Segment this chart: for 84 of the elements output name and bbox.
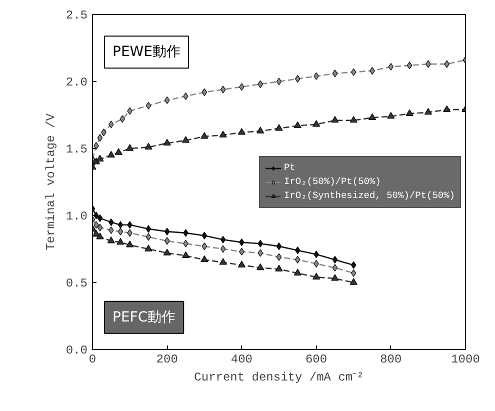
point [97,214,103,222]
point [163,248,171,256]
x-tick-label: 400 [230,352,253,366]
point [182,251,190,258]
point [118,221,124,229]
point [220,236,226,244]
point [331,116,339,123]
point [182,136,190,143]
point [276,253,282,261]
point [107,150,115,158]
point [118,228,124,236]
x-tick-label: 1000 [451,352,480,366]
x-tick-label: 600 [306,352,328,366]
point [332,256,338,264]
point [368,113,376,120]
y-tick-label: 2.5 [66,8,88,22]
x-tick-label: 0 [88,352,96,366]
point [164,228,170,236]
point [146,225,152,233]
point [276,242,282,250]
point [114,148,122,155]
point [275,124,283,131]
x-tick-label: 800 [380,352,402,366]
point [388,62,394,71]
point [238,128,246,135]
point [406,62,412,70]
point [144,244,152,252]
point [163,138,171,146]
point [146,233,152,241]
point [219,130,227,138]
point [256,263,264,270]
point [97,134,103,142]
point [202,88,208,96]
point [350,278,358,285]
annotation: PEWE動作 [112,44,180,60]
point [332,70,338,78]
legend-label: Pt [284,162,296,174]
y-tick-label: 2.0 [66,76,88,90]
point [202,242,208,250]
point [96,232,104,240]
legend-label: IrO₂(Synthesized, 50%)/Pt(50%) [284,190,455,202]
y-tick-label: 0.5 [66,276,88,290]
point [332,264,338,272]
y-tick-label: 1.0 [66,210,88,224]
x-tick-label: 200 [156,352,178,366]
point [312,272,320,280]
point [220,245,226,253]
point [202,232,208,240]
point [220,86,226,94]
point [443,105,451,112]
point [164,96,170,104]
point [294,121,302,128]
point [144,142,152,150]
point [219,258,227,265]
point [200,132,208,139]
point [107,236,115,244]
point [116,238,124,245]
point [96,154,104,162]
y-axis-title: Terminal voltage /V [44,112,58,250]
point [350,116,358,123]
point [406,109,414,116]
point [331,274,339,281]
point [350,269,356,277]
point [146,102,152,110]
point [350,68,356,76]
point [256,126,264,134]
point [238,260,246,268]
point [350,261,356,269]
y-tick-label: 0.0 [66,344,88,358]
point [126,144,134,151]
point [275,264,283,272]
point [424,108,432,115]
point [294,268,302,276]
y-tick-label: 1.5 [66,142,88,156]
point [276,78,282,86]
point [312,120,320,127]
x-axis-title: Current density /mA cm⁻² [194,370,364,384]
annotation: PEFC動作 [112,309,176,326]
point [164,237,170,245]
legend-label: IrO₂(50%)/Pt(50%) [284,176,381,188]
point [126,240,134,248]
point [200,255,208,262]
point [97,224,103,232]
point [387,112,395,119]
